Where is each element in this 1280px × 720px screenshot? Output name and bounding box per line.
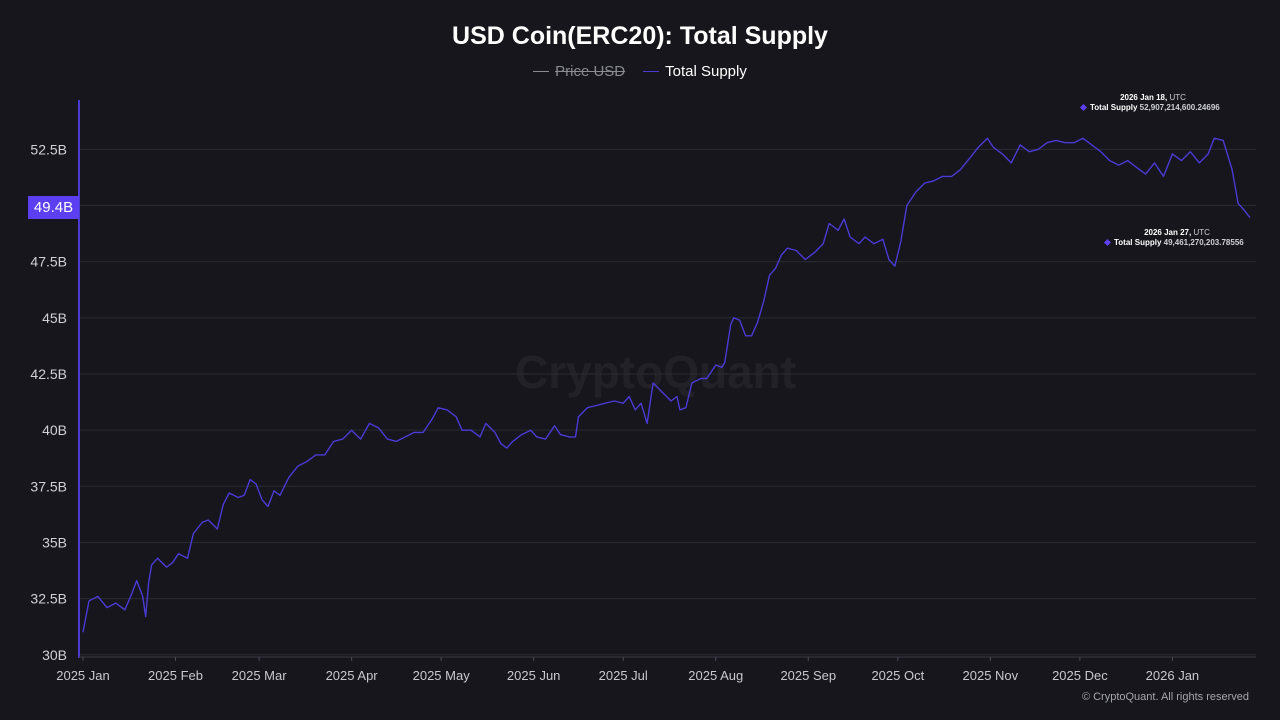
x-tick-label: 2025 Aug xyxy=(688,668,743,683)
x-tick-label: 2025 Feb xyxy=(148,668,203,683)
y-tick-label: 32.5B xyxy=(30,591,67,607)
x-tick-label: 2025 Oct xyxy=(871,668,924,683)
y-tick-label: 47.5B xyxy=(30,254,67,270)
annotation-marker-icon xyxy=(1079,103,1088,112)
x-tick-label: 2025 May xyxy=(413,668,471,683)
annotation-marker-icon xyxy=(1103,238,1112,247)
y-tick-label: 30B xyxy=(42,647,67,663)
legend-swatch-total-supply xyxy=(643,71,660,72)
y-tick-label: 42.5B xyxy=(30,366,67,382)
x-tick-label: 2025 Jan xyxy=(56,668,110,683)
legend-item-total-supply[interactable]: Total Supply xyxy=(643,63,747,80)
annotation-value: Total Supply 49,461,270,203.78556 xyxy=(1114,238,1244,247)
annotation-date: 2026 Jan 18, UTC xyxy=(1120,93,1186,102)
legend-label-price-usd: Price USD xyxy=(555,63,626,80)
y-tick-label: 35B xyxy=(42,534,67,550)
y-tick-label: 45B xyxy=(42,310,67,326)
x-tick-label: 2025 Jun xyxy=(507,668,561,683)
copyright: © CryptoQuant. All rights reserved xyxy=(1081,691,1249,703)
annotation-value: Total Supply 52,907,214,600.24696 xyxy=(1090,103,1220,112)
legend-item-price-usd[interactable]: Price USD xyxy=(533,63,625,80)
y-tick-label: 40B xyxy=(42,422,67,438)
legend-label-total-supply: Total Supply xyxy=(665,63,747,80)
x-tick-label: 2025 Dec xyxy=(1052,668,1108,683)
x-axis-ticks: 2025 Jan 2025 Feb 2025 Mar 2025 Apr 2025 May… xyxy=(56,657,1199,683)
grid-lines xyxy=(80,148,1256,656)
annotation-date: 2026 Jan 27, UTC xyxy=(1144,228,1210,237)
series-line-total-supply[interactable] xyxy=(82,137,1251,633)
x-tick-label: 2025 Mar xyxy=(232,668,288,683)
x-tick-label: 2026 Jan xyxy=(1146,668,1200,683)
x-tick-label: 2025 Apr xyxy=(326,668,379,683)
legend-swatch-price-usd xyxy=(533,71,550,72)
legend: Price USD Total Supply xyxy=(0,63,1280,80)
current-value-tag: 49.4B xyxy=(28,196,79,219)
series-layer xyxy=(82,137,1251,633)
y-tick-label: 37.5B xyxy=(30,478,67,494)
x-tick-label: 2025 Nov xyxy=(963,668,1019,683)
y-tick-label: 52.5B xyxy=(30,141,67,157)
chart-title: USD Coin(ERC20): Total Supply xyxy=(452,22,828,50)
x-tick-label: 2025 Jul xyxy=(599,668,648,683)
x-tick-label: 2025 Sep xyxy=(780,668,836,683)
watermark: CryptoQuant xyxy=(515,346,797,398)
